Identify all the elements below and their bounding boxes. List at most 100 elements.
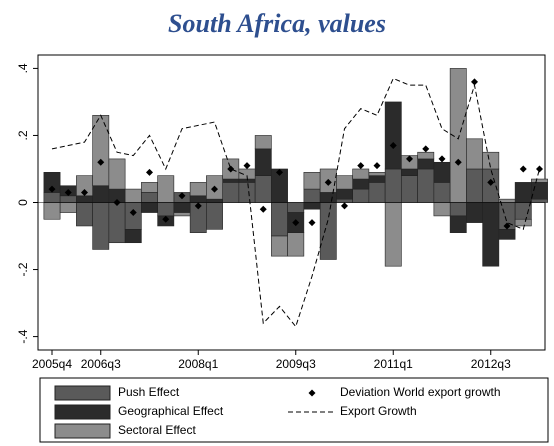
bar xyxy=(531,178,548,183)
bar xyxy=(59,202,77,213)
point xyxy=(519,165,527,173)
legend-swatch xyxy=(54,385,111,401)
point xyxy=(422,145,430,153)
bar xyxy=(173,202,191,213)
bar xyxy=(271,202,288,237)
bar xyxy=(368,182,386,203)
bar xyxy=(352,168,370,180)
bar xyxy=(352,178,370,190)
point xyxy=(341,202,348,210)
point xyxy=(292,219,300,227)
point xyxy=(48,185,56,193)
bar xyxy=(368,175,386,183)
bar xyxy=(303,188,321,203)
bar xyxy=(531,198,548,203)
bar xyxy=(108,202,126,244)
bar xyxy=(514,218,532,227)
point xyxy=(146,168,153,176)
bar xyxy=(76,202,93,227)
bar xyxy=(433,202,451,217)
bar xyxy=(173,212,191,217)
bar xyxy=(206,198,223,203)
line xyxy=(51,77,540,328)
point xyxy=(503,222,511,230)
x-tick-label: 2005q4 xyxy=(32,357,72,371)
bar xyxy=(124,188,142,203)
point xyxy=(64,188,72,196)
bar xyxy=(157,175,175,203)
bar xyxy=(206,202,223,230)
point xyxy=(308,219,316,227)
bar xyxy=(303,172,321,190)
bar xyxy=(433,182,451,203)
bar xyxy=(141,182,158,193)
point xyxy=(178,192,186,200)
bar xyxy=(336,175,353,190)
bar xyxy=(482,151,500,170)
x-tick-label: 2012q3 xyxy=(471,357,511,371)
point xyxy=(389,142,397,150)
point xyxy=(357,162,365,170)
legend-label: Push Effect xyxy=(118,385,180,399)
bar xyxy=(124,229,142,244)
x-tick-label: 2006q3 xyxy=(81,357,121,371)
bar xyxy=(43,202,61,220)
bar xyxy=(336,198,353,203)
y-tick-label: .2 xyxy=(16,130,30,140)
bar xyxy=(498,229,516,240)
legend-swatch xyxy=(54,404,111,420)
y-tick-label: -.2 xyxy=(16,262,30,276)
bar xyxy=(336,188,353,200)
point xyxy=(81,188,88,196)
bar xyxy=(189,195,207,203)
x-tick-label: 2011q1 xyxy=(374,357,413,371)
bar xyxy=(271,235,288,257)
point xyxy=(162,215,170,223)
bar xyxy=(384,202,402,267)
point xyxy=(259,205,267,213)
legend-box xyxy=(39,377,549,443)
bar xyxy=(222,178,240,183)
bar xyxy=(466,138,483,170)
bar xyxy=(287,232,305,257)
bar xyxy=(287,202,305,213)
legend-swatch xyxy=(54,423,111,439)
bar xyxy=(401,168,418,176)
bar xyxy=(76,195,93,203)
chart-title: South Africa, values xyxy=(168,9,386,38)
point xyxy=(227,165,235,173)
bar xyxy=(482,202,500,267)
bar xyxy=(43,192,61,203)
point xyxy=(406,155,413,163)
point xyxy=(129,209,137,217)
y-tick-label: 0 xyxy=(16,199,30,206)
point xyxy=(211,185,218,193)
legend-label: Export Growth xyxy=(340,404,417,418)
bar xyxy=(466,202,483,223)
bar xyxy=(108,158,126,190)
bar xyxy=(254,135,272,150)
point xyxy=(438,155,446,163)
bar xyxy=(141,192,158,203)
bar xyxy=(189,182,207,197)
point xyxy=(487,178,495,186)
legend-label: Deviation World export growth xyxy=(340,385,501,399)
point xyxy=(243,162,251,170)
x-tick-label: 2008q1 xyxy=(178,357,218,371)
bar xyxy=(254,148,272,176)
bar xyxy=(238,182,256,203)
bar xyxy=(466,168,483,203)
bar xyxy=(368,172,386,176)
bar xyxy=(92,202,110,250)
bar xyxy=(449,215,467,233)
bar xyxy=(514,182,532,203)
point xyxy=(194,202,202,210)
bar xyxy=(352,188,370,203)
bar xyxy=(417,168,435,203)
bar xyxy=(92,115,110,187)
point xyxy=(536,165,543,173)
point xyxy=(97,158,105,166)
point xyxy=(276,168,283,176)
